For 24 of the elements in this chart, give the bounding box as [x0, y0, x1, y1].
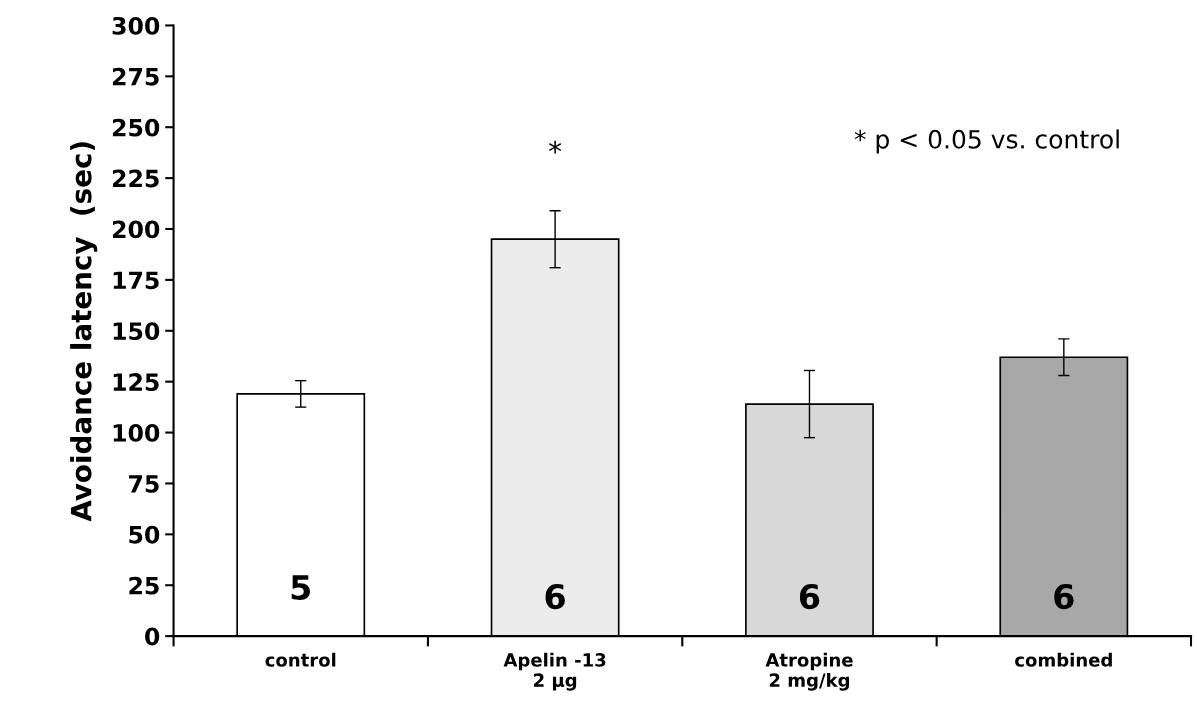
y-axis-title: Avoidance latency (sec)	[70, 142, 98, 522]
y-tick-label: 125	[113, 373, 159, 391]
annotation: 6	[1054, 583, 1074, 610]
x-tick-label: Apelin -13 2 µg	[503, 652, 606, 691]
annotation: * p < 0.05 vs. control	[854, 129, 1119, 154]
y-tick-label: 150	[113, 322, 160, 341]
x-tick-label: combined	[1015, 652, 1112, 667]
y-tick-label: 100	[113, 424, 160, 442]
y-tick-label: 275	[112, 67, 159, 86]
y-tick-label: 300	[112, 16, 160, 35]
y-tick-label: 75	[129, 475, 159, 493]
x-tick-label: control	[265, 652, 336, 667]
y-tick-label: 250	[112, 118, 160, 137]
annotation: 5	[291, 575, 311, 600]
y-tick-label: 25	[129, 576, 159, 595]
x-tick-label: Atropine 2 mg/kg	[765, 652, 853, 691]
annotation: *	[548, 140, 562, 154]
y-tick-label: 50	[129, 525, 160, 544]
y-tick-label: 175	[113, 271, 159, 290]
annotation: 6	[799, 583, 820, 610]
y-tick-label: 225	[112, 169, 159, 188]
annotation: 6	[545, 583, 565, 610]
y-tick-label: 0	[145, 627, 160, 646]
y-tick-label: 200	[112, 220, 160, 239]
